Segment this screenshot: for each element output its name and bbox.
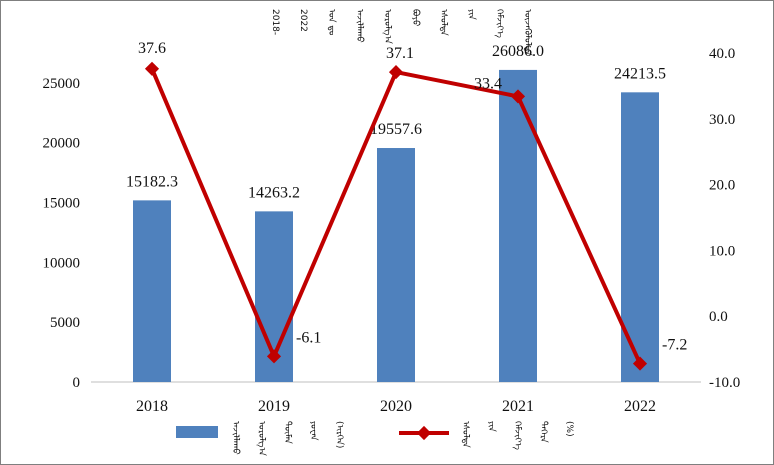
- title-line: ᠬᠡᠮᠵᠢᠶ᠎ᠡ: [494, 9, 504, 39]
- y-right-tick-label: 40.0: [709, 46, 735, 62]
- line-series: [144, 61, 648, 371]
- title-line: ᠶᠢᠨ: [466, 9, 477, 20]
- title-line: ᠡᠰᠦᠯᠲᠡ: [438, 9, 449, 36]
- legend-bar-text: (ᠢᠷᠭᠡᠨ): [334, 421, 345, 448]
- bar-series: [133, 69, 659, 383]
- line-label-2018: 37.6: [138, 40, 166, 57]
- title-line: ᠦᠵᠡᠭᠦᠯᠦᠯᠲᠡ: [522, 9, 533, 56]
- line-marker-2021: [510, 89, 526, 104]
- legend: ᠠᠵᠢᠯᠯᠠᠬᠤ ᠣᠷᠣᠯᠭ᠎ᠠ ᠲᠦᠮᠡᠨ ᠶᠤᠸᠠᠨ (ᠢᠷᠭᠡᠨ) ᠡᠰᠦᠯᠲᠡ ᠶᠢ…: [176, 421, 574, 457]
- title-line: ᠠᠵᠢᠯᠯᠠᠬᠤ: [354, 9, 365, 43]
- line-marker-2019: [266, 349, 282, 364]
- line-marker-2022: [632, 356, 648, 371]
- x-axis-categories: 2018 2019 2020 2021 2022: [136, 398, 656, 415]
- legend-bar-text: ᠠᠵᠢᠯᠯᠠᠬᠤ: [230, 421, 241, 455]
- x-tick-label-2020: 2020: [380, 398, 412, 415]
- bar-2020: [377, 148, 415, 382]
- legend-line-text: (%): [564, 421, 574, 437]
- y-left-tick-label: 10000: [43, 255, 81, 271]
- x-tick-label-2019: 2019: [258, 398, 290, 415]
- y-left-tick-label: 5000: [50, 315, 80, 331]
- line-label-2022: -7.2: [662, 337, 687, 354]
- title-line: ᠪᠤᠶᠤ: [410, 9, 420, 27]
- line-label-2019: -6.1: [296, 329, 321, 346]
- line-marker-2018: [144, 61, 160, 76]
- legend-line-text: ᠶᠢᠨ: [486, 421, 497, 432]
- y-right-tick-label: 0.0: [709, 309, 728, 325]
- y-left-tick-label: 25000: [43, 76, 81, 92]
- bar-data-labels: 15182.3 14263.2 19557.6 26086.0 24213.5: [126, 43, 666, 201]
- y-left-tick-label: 0: [73, 375, 81, 391]
- legend-line-text: ᠡᠰᠦᠯᠲᠡ: [460, 421, 471, 448]
- title-line: 2022: [298, 9, 308, 32]
- line-label-2021: 33.4: [474, 75, 502, 92]
- legend-line-marker: [416, 425, 432, 441]
- bar-label-2022: 24213.5: [614, 65, 666, 82]
- x-tick-label-2021: 2021: [502, 398, 534, 415]
- title-line: 2018-: [270, 9, 280, 35]
- y-left-tick-label: 20000: [43, 136, 81, 152]
- bar-2018: [133, 200, 171, 382]
- y-axis-left: 0 5000 10000 15000 20000 25000: [43, 76, 81, 391]
- y-right-tick-label: -10.0: [709, 375, 740, 391]
- y-right-tick-label: 10.0: [709, 243, 735, 259]
- bar-2021: [499, 69, 537, 383]
- line-data-labels: 37.6 -6.1 37.1 33.4 -7.2: [138, 40, 687, 354]
- y-left-tick-label: 15000: [43, 196, 81, 212]
- legend-bar-text: ᠲᠦᠮᠡᠨ: [282, 421, 293, 444]
- line-marker-2020: [388, 65, 404, 80]
- x-tick-label-2018: 2018: [136, 398, 168, 415]
- legend-bar-text: ᠶᠤᠸᠠᠨ: [308, 421, 319, 441]
- bar-label-2019: 14263.2: [248, 184, 300, 201]
- y-right-tick-label: 30.0: [709, 112, 735, 128]
- y-right-tick-label: 20.0: [709, 178, 735, 194]
- chart-title-vertical: 2018- 2022 ᠣᠨ ᠳᠤ ᠠᠵᠢᠯᠯᠠᠬᠤ ᠣᠷᠣᠯᠭ᠎ᠠ ᠪᠤᠶᠤ ᠡᠰᠦᠯᠲᠡ ᠶ…: [270, 9, 533, 56]
- legend-line-text: ᠳᠡᠭᠡᠷᠡ: [538, 421, 549, 443]
- legend-bar-text: ᠣᠷᠣᠯᠭ᠎ᠠ: [256, 421, 267, 457]
- bar-label-2020: 19557.6: [370, 121, 422, 138]
- x-tick-label-2022: 2022: [624, 398, 656, 415]
- legend-line-text: ᠬᠡᠮᠵᠢᠶ᠎ᠡ: [512, 421, 522, 451]
- bar-label-2018: 15182.3: [126, 173, 178, 190]
- title-line: ᠣᠨ ᠳᠤ: [326, 9, 337, 35]
- legend-bar-swatch: [176, 426, 218, 438]
- y-axis-right: -10.0 0.0 10.0 20.0 30.0 40.0: [709, 46, 740, 391]
- title-line: ᠣᠷᠣᠯᠭ᠎ᠠ: [382, 9, 393, 45]
- line-label-2020: 37.1: [386, 45, 414, 62]
- bar-label-2021: 26086.0: [492, 43, 544, 60]
